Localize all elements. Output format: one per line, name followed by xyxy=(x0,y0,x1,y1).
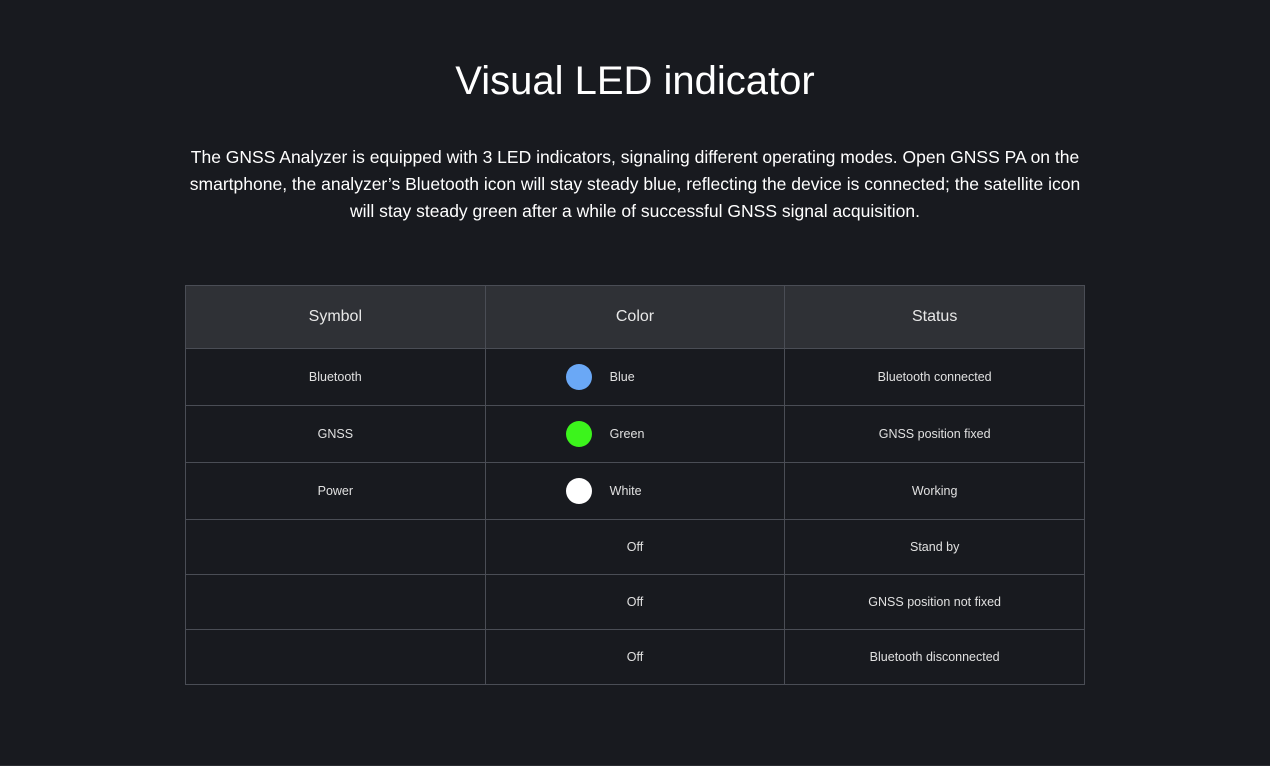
table-header-row: Symbol Color Status xyxy=(185,285,1085,349)
status-cell: Bluetooth disconnected xyxy=(784,629,1085,685)
table-header: Symbol Color Status xyxy=(185,285,1085,349)
color-label: White xyxy=(609,484,642,498)
page-title: Visual LED indicator xyxy=(455,59,815,103)
color-cell: Blue xyxy=(484,348,786,406)
table-row: Off Bluetooth disconnected xyxy=(185,629,1085,685)
symbol-cell xyxy=(185,629,486,685)
color-cell: Green xyxy=(484,405,786,463)
page-description: The GNSS Analyzer is equipped with 3 LED… xyxy=(189,147,1081,221)
table-row: Off GNSS position not fixed xyxy=(185,574,1085,630)
header-symbol: Symbol xyxy=(185,285,486,349)
status-cell: Stand by xyxy=(784,519,1085,575)
table-row: Bluetooth Blue Bluetooth connected xyxy=(185,348,1085,406)
color-label: Blue xyxy=(609,370,635,384)
status-cell: Bluetooth connected xyxy=(784,348,1085,406)
white-led-dot-icon xyxy=(565,478,592,504)
table-row: Off Stand by xyxy=(185,519,1085,575)
table-body: Bluetooth Blue Bluetooth connected GNSS … xyxy=(185,348,1085,685)
header-status: Status xyxy=(784,285,1085,349)
symbol-cell: Power xyxy=(185,462,486,520)
status-cell: GNSS position fixed xyxy=(784,405,1085,463)
color-cell: Off xyxy=(484,519,786,575)
symbol-cell: Bluetooth xyxy=(185,348,486,406)
status-cell: GNSS position not fixed xyxy=(784,574,1085,630)
table-row: Power White Working xyxy=(185,462,1085,520)
color-label: Green xyxy=(609,427,645,441)
color-cell: Off xyxy=(484,629,786,685)
status-cell: Working xyxy=(784,462,1085,520)
blue-led-dot-icon xyxy=(565,364,592,390)
symbol-cell xyxy=(185,519,486,575)
header-color: Color xyxy=(484,285,786,349)
green-led-dot-icon xyxy=(565,421,592,447)
led-indicator-table: Symbol Color Status Bluetooth Blue Bluet… xyxy=(185,285,1085,685)
color-cell: Off xyxy=(484,574,786,630)
table-row: GNSS Green GNSS position fixed xyxy=(185,405,1085,463)
color-cell: White xyxy=(484,462,786,520)
symbol-cell xyxy=(185,574,486,630)
symbol-cell: GNSS xyxy=(185,405,486,463)
